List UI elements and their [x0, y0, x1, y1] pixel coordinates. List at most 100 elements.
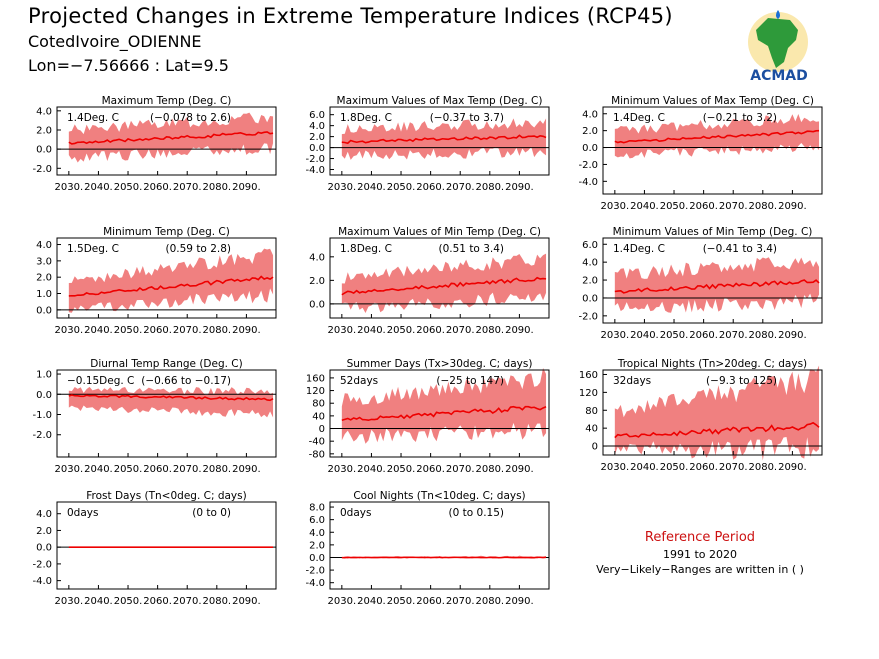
x-tick-label: 2070. — [719, 330, 748, 341]
plot-frame — [56, 237, 277, 319]
panel-range-label: (−0.21 to 3.2) — [703, 112, 777, 124]
y-tick-label: 4.0 — [36, 240, 52, 251]
panel-range-label: (−0.37 to 3.7) — [430, 112, 504, 124]
y-tick-label: 2.0 — [309, 276, 325, 287]
y-tick-label: -4.0 — [578, 177, 598, 188]
median-line — [614, 279, 820, 294]
station-coordinates: Lon=−7.56666 : Lat=9.5 — [28, 56, 229, 75]
y-tick-label: 80 — [312, 399, 325, 410]
x-tick-label: 2090. — [232, 182, 261, 193]
x-tick-label: 2070. — [446, 182, 475, 193]
x-tick-label: 2090. — [778, 462, 807, 473]
x-tick-label: 2070. — [719, 201, 748, 212]
x-tick-label: 2090. — [505, 325, 534, 336]
x-tick-label: 2040. — [630, 330, 659, 341]
y-tick-label: 80 — [585, 406, 598, 417]
y-tick-label: 4.0 — [582, 258, 598, 269]
median-line — [614, 129, 820, 144]
y-tick-label: 0.0 — [309, 553, 325, 564]
x-tick-label: 2080. — [748, 462, 777, 473]
panel-title: Maximum Values of Max Temp (Deg. C) — [337, 95, 543, 107]
panel-range-label: (−0.41 to 3.4) — [703, 243, 777, 255]
x-tick-label: 2080. — [475, 464, 504, 475]
y-tick-label: -2.0 — [305, 566, 325, 577]
y-tick-label: 160 — [306, 373, 325, 384]
panel-range-label: (0.59 to 2.8) — [166, 243, 232, 255]
x-tick-label: 2090. — [232, 464, 261, 475]
panel-range-label: (−0.66 to −0.17) — [141, 375, 231, 387]
x-tick-label: 2040. — [357, 596, 386, 607]
median-line — [341, 405, 547, 422]
panel-value-label: 1.4Deg. C — [613, 243, 665, 255]
x-tick-label: 2050. — [387, 596, 416, 607]
x-tick-label: 2030. — [55, 325, 84, 336]
x-tick-label: 2040. — [357, 325, 386, 336]
plot-frame — [56, 501, 277, 590]
y-tick-label: 0.0 — [36, 543, 52, 554]
median-line — [341, 134, 547, 145]
median-line — [68, 131, 274, 145]
x-tick-label: 2070. — [173, 182, 202, 193]
median-line — [341, 276, 547, 296]
x-tick-label: 2060. — [416, 464, 445, 475]
chart-panel: 0.0 1.0 2.0 3.0 4.0 2030. 2040. 2050. 2060. 2070.… — [36, 226, 277, 336]
plot-frame — [56, 369, 277, 458]
x-tick-label: 2050. — [114, 596, 143, 607]
panel-title: Maximum Temp (Deg. C) — [102, 95, 232, 107]
x-tick-label: 2050. — [660, 462, 689, 473]
y-tick-label: 120 — [306, 386, 325, 397]
panel-value-label: 1.4Deg. C — [613, 112, 665, 124]
y-tick-label: -2.0 — [578, 160, 598, 171]
range-band — [614, 257, 820, 313]
x-tick-label: 2030. — [601, 462, 630, 473]
x-tick-label: 2090. — [778, 201, 807, 212]
y-tick-label: 160 — [579, 370, 598, 381]
panel-value-label: 1.5Deg. C — [67, 243, 119, 255]
x-tick-label: 2090. — [505, 596, 534, 607]
plot-frame — [602, 106, 823, 195]
y-tick-label: 0.0 — [582, 293, 598, 304]
y-tick-label: -2.0 — [32, 559, 52, 570]
x-tick-label: 2030. — [601, 330, 630, 341]
y-tick-label: 0.0 — [309, 299, 325, 310]
x-tick-label: 2030. — [55, 596, 84, 607]
x-tick-label: 2040. — [630, 462, 659, 473]
y-tick-label: -2.0 — [32, 430, 52, 441]
x-tick-label: 2090. — [778, 330, 807, 341]
y-tick-label: 2.0 — [36, 526, 52, 537]
x-tick-label: 2070. — [446, 596, 475, 607]
y-tick-label: 4.0 — [36, 509, 52, 520]
y-tick-label: 40 — [585, 424, 598, 435]
range-band — [614, 365, 820, 461]
panel-title: Minimum Values of Min Temp (Deg. C) — [613, 226, 813, 238]
y-tick-label: 40 — [312, 411, 325, 422]
panel-range-label: (−25 to 147) — [436, 375, 504, 387]
y-tick-label: 0 — [592, 442, 598, 453]
y-tick-label: 4.0 — [36, 106, 52, 117]
y-tick-label: 8.0 — [309, 503, 325, 514]
plot-frame — [602, 369, 823, 456]
chart-panel: 0.0 2.0 4.0 2030. 2040. 2050. 2060. 2070. 2080. 2… — [309, 226, 550, 336]
page-title: Projected Changes in Extreme Temperature… — [28, 4, 673, 28]
x-tick-label: 2040. — [84, 182, 113, 193]
y-tick-label: 4.0 — [309, 252, 325, 263]
chart-panel: -4.0-2.00.02.04.06.0 2030. 2040. 2050. 2060.… — [305, 95, 550, 193]
y-tick-label: -4.0 — [305, 578, 325, 589]
x-tick-label: 2050. — [114, 464, 143, 475]
y-tick-label: -2.0 — [305, 154, 325, 165]
range-band — [341, 253, 547, 314]
panel-title: Maximum Values of Min Temp (Deg. C) — [338, 226, 541, 238]
x-tick-label: 2090. — [232, 325, 261, 336]
africa-map-icon — [756, 18, 798, 68]
plot-frame — [329, 369, 550, 458]
x-tick-label: 2040. — [357, 464, 386, 475]
station-name: CotedIvoire_ODIENNE — [28, 32, 202, 51]
chart-panel: 0 40 80 120 160 2030. 2040. 2050. 2060. 2070. 2080… — [579, 358, 823, 473]
y-tick-label: 2.0 — [36, 273, 52, 284]
y-tick-label: 4.0 — [309, 121, 325, 132]
x-tick-label: 2070. — [719, 462, 748, 473]
